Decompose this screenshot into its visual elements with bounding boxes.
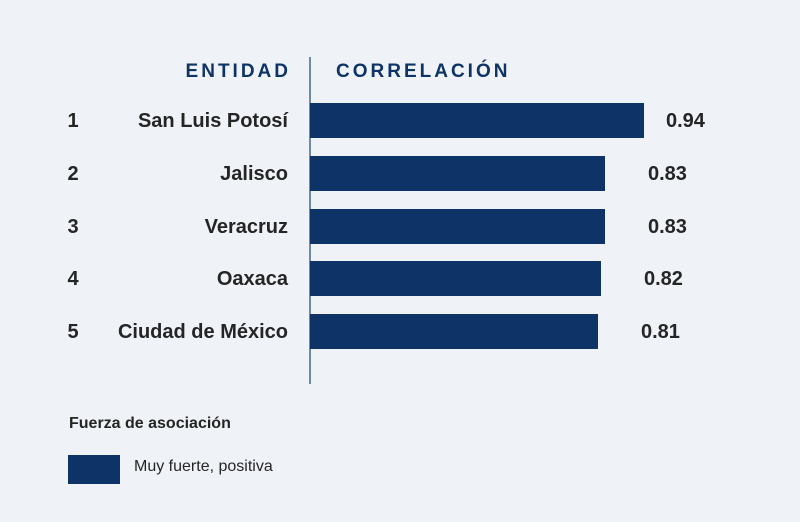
category-label: Ciudad de México (117, 321, 288, 343)
rank-label: 3 (67, 215, 79, 238)
rank-label: 5 (67, 321, 79, 343)
bar (310, 261, 601, 297)
category-label: Oaxaca (216, 268, 288, 291)
value-label: 0.94 (666, 110, 705, 132)
bar (310, 103, 644, 138)
value-label: 0.82 (644, 268, 683, 291)
column-header-correlation: CORRELACIÓN (336, 61, 511, 82)
legend-label: Muy fuerte, positiva (134, 458, 273, 475)
bar (310, 314, 598, 349)
bar (310, 208, 605, 244)
category-label: Veracruz (204, 215, 288, 238)
category-label: San Luis Potosí (137, 110, 288, 132)
rank-label: 1 (67, 110, 79, 132)
value-label: 0.83 (648, 162, 687, 185)
value-label: 0.81 (641, 321, 680, 343)
value-label: 0.83 (648, 215, 687, 238)
rank-label: 4 (67, 268, 79, 291)
column-header-entity: ENTIDAD (185, 61, 291, 82)
legend-title: Fuerza de asociación (69, 415, 231, 432)
bar (310, 155, 605, 191)
rank-label: 2 (67, 162, 79, 185)
legend-swatch (68, 455, 120, 484)
category-label: Jalisco (220, 162, 288, 185)
